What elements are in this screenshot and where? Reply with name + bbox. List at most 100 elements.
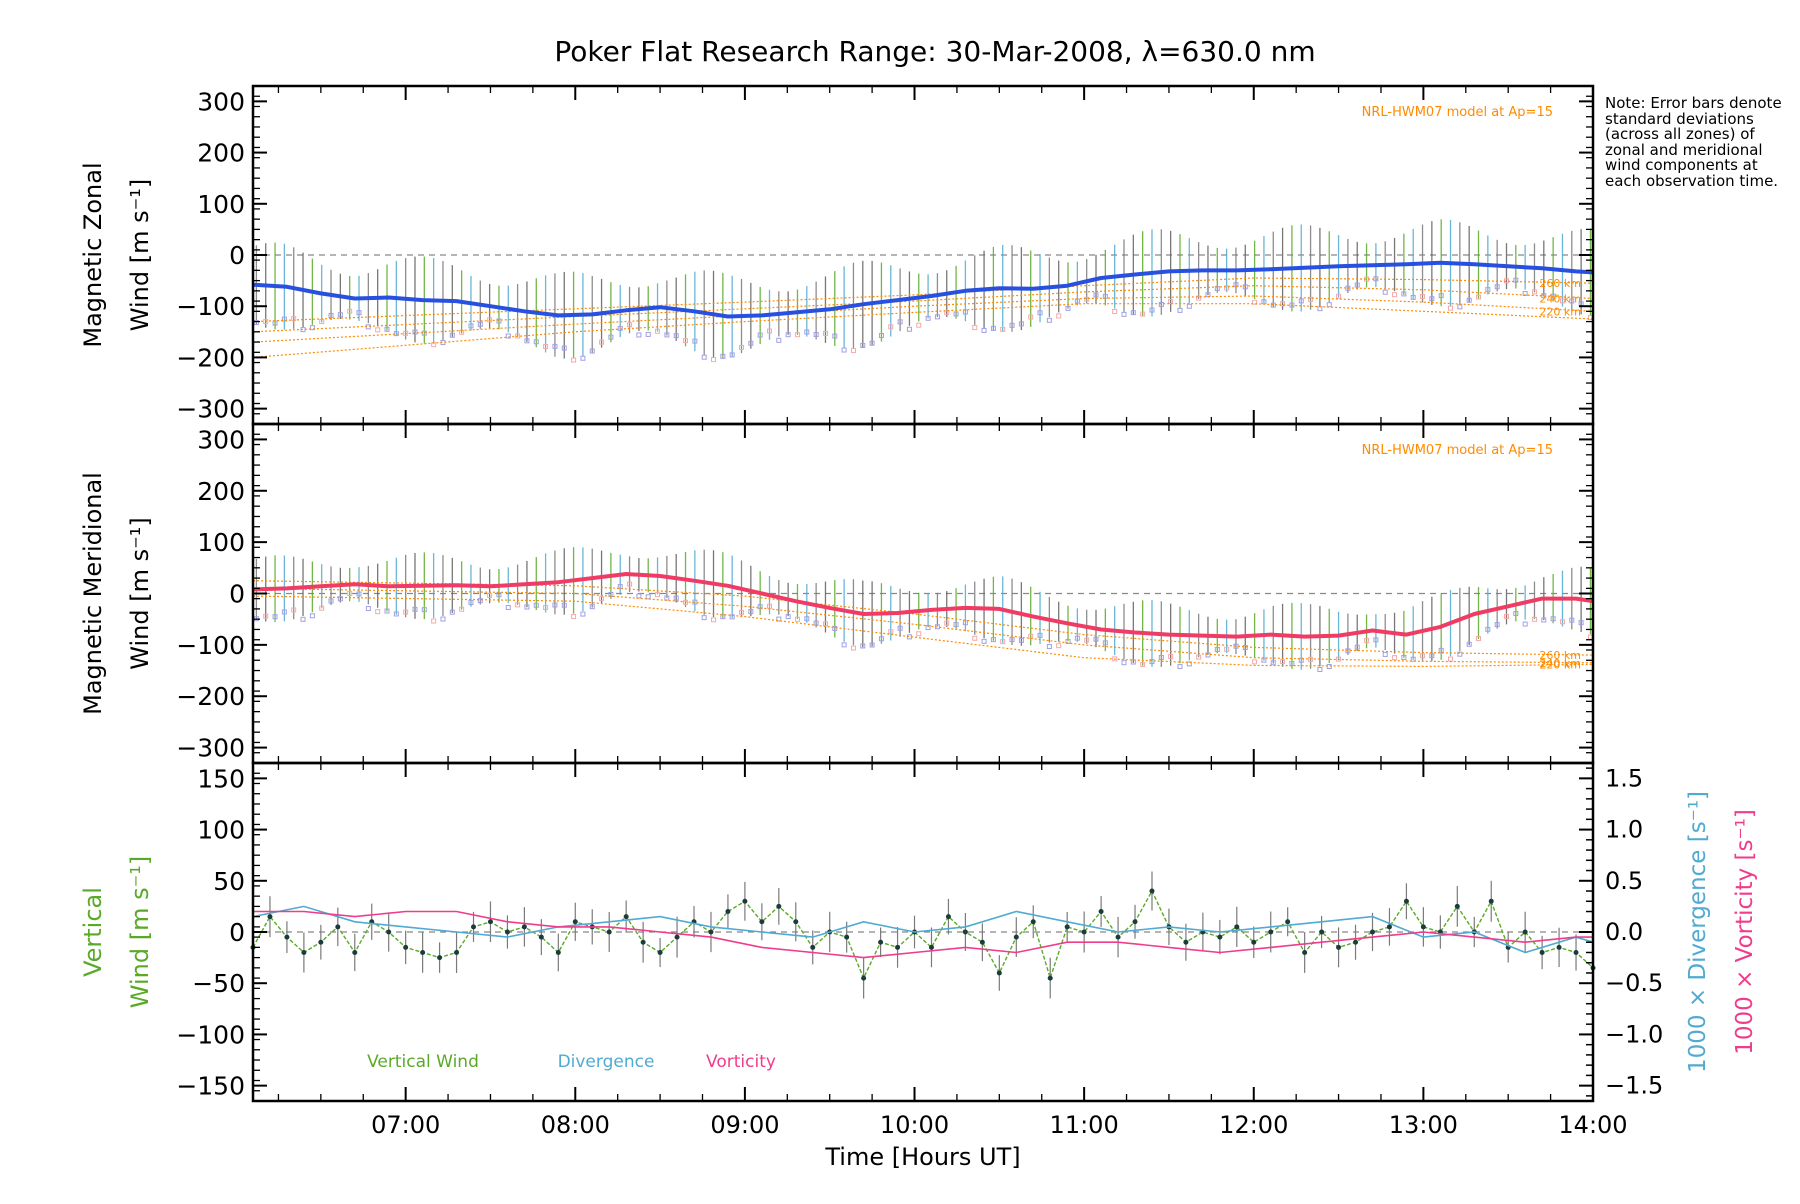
- zone-marker: [860, 643, 866, 649]
- vertical-wind-point: [267, 914, 273, 920]
- y-tick-label: 200: [197, 477, 245, 506]
- y-axis-label-line1: Vertical: [79, 887, 107, 977]
- y-tick-label: 100: [197, 528, 245, 557]
- zone-marker: [841, 347, 847, 353]
- zone-marker: [1298, 298, 1304, 304]
- zone-marker: [1438, 647, 1444, 653]
- zone-marker: [1084, 296, 1090, 302]
- zone-marker: [1578, 620, 1584, 626]
- vertical-wind-point: [996, 970, 1002, 976]
- zone-marker: [375, 327, 381, 333]
- zone-marker: [655, 328, 661, 334]
- zone-marker: [794, 616, 800, 622]
- vertical-wind-point: [487, 919, 493, 925]
- zone-marker: [972, 325, 978, 331]
- zone-marker: [1326, 664, 1332, 670]
- zone-marker: [1149, 307, 1155, 313]
- y-tick-label: −200: [176, 343, 245, 372]
- zone-marker: [1410, 656, 1416, 662]
- zone-marker: [878, 636, 884, 642]
- zone-marker: [794, 332, 800, 338]
- x-tick-label: 09:00: [710, 1111, 779, 1139]
- vertical-wind-point: [979, 939, 985, 945]
- zone-marker: [580, 611, 586, 617]
- zone-marker: [412, 606, 418, 612]
- legend-vorticity: Vorticity: [706, 1052, 776, 1072]
- zone-marker: [431, 618, 437, 624]
- zone-marker: [505, 333, 511, 339]
- zone-marker: [1345, 648, 1351, 654]
- zone-marker: [1196, 295, 1202, 301]
- zone-marker: [580, 355, 586, 361]
- vertical-wind-point: [521, 924, 527, 930]
- zone-marker: [403, 330, 409, 336]
- vertical-wind-point: [301, 949, 307, 955]
- zone-marker: [683, 599, 689, 605]
- zone-marker: [1476, 294, 1482, 300]
- model-line-label: 220 km: [1539, 305, 1581, 318]
- vertical-wind-point: [793, 919, 799, 925]
- zone-marker: [291, 607, 297, 613]
- zone-marker: [309, 325, 315, 331]
- zone-marker: [328, 313, 334, 319]
- zone-marker: [636, 593, 642, 599]
- zone-marker: [1420, 293, 1426, 299]
- error-bar-note: Note: Error bars denote standard deviati…: [1605, 94, 1782, 190]
- vertical-wind-point: [776, 903, 782, 909]
- zone-marker: [272, 614, 278, 620]
- y-tick-label: −50: [192, 969, 245, 998]
- vertical-wind-point: [1217, 934, 1223, 940]
- zone-marker: [1354, 282, 1360, 288]
- zone-marker: [981, 327, 987, 333]
- zone-marker: [1046, 317, 1052, 323]
- vertical-wind-point: [1285, 919, 1291, 925]
- vertical-wind-point: [1149, 888, 1155, 894]
- vertical-wind-point: [606, 929, 612, 935]
- zone-marker: [1149, 659, 1155, 665]
- zone-marker: [1177, 664, 1183, 670]
- zone-marker: [636, 332, 642, 338]
- vertical-wind-point: [1251, 939, 1257, 945]
- zone-marker: [1056, 643, 1062, 649]
- vertical-wind-point: [1132, 919, 1138, 925]
- zone-marker: [1214, 647, 1220, 653]
- model-line-label: 240 km: [1539, 657, 1581, 670]
- y-tick-label: 0: [229, 918, 245, 947]
- model-line: [252, 303, 1594, 358]
- zone-marker: [739, 609, 745, 615]
- zone-marker: [571, 357, 577, 363]
- zone-marker: [990, 325, 996, 331]
- zone-marker: [655, 592, 661, 598]
- y-tick-label: 0: [229, 241, 245, 270]
- zone-marker: [1382, 289, 1388, 295]
- zone-marker: [459, 606, 465, 612]
- vertical-wind-point: [352, 949, 358, 955]
- model-label: NRL-HWM07 model at Ap=15: [1362, 105, 1553, 120]
- zone-marker: [1000, 326, 1006, 332]
- vertical-wind-point: [844, 934, 850, 940]
- x-tick-label: 12:00: [1219, 1111, 1288, 1139]
- zone-marker: [925, 315, 931, 321]
- zone-marker: [393, 611, 399, 617]
- y-axis-label-line1: Magnetic Meridional: [79, 472, 107, 715]
- vertical-wind-point: [1302, 949, 1308, 955]
- zone-marker: [953, 622, 959, 628]
- zone-marker: [1448, 305, 1454, 311]
- zone-marker: [1494, 284, 1500, 290]
- y-tick-label: 100: [197, 816, 245, 845]
- zone-marker: [1541, 293, 1547, 299]
- zone-marker: [468, 600, 474, 606]
- zone-marker: [543, 344, 549, 350]
- zone-marker: [291, 316, 297, 322]
- zone-marker: [421, 607, 427, 613]
- vertical-wind-point: [1454, 903, 1460, 909]
- zone-marker: [1177, 307, 1183, 313]
- zone-marker: [356, 310, 362, 316]
- zone-marker: [711, 617, 717, 623]
- zone-marker: [757, 604, 763, 610]
- vertical-wind-point: [471, 924, 477, 930]
- zone-marker: [1410, 294, 1416, 300]
- zone-marker: [1270, 660, 1276, 666]
- zone-marker: [981, 638, 987, 644]
- zone-marker: [813, 331, 819, 337]
